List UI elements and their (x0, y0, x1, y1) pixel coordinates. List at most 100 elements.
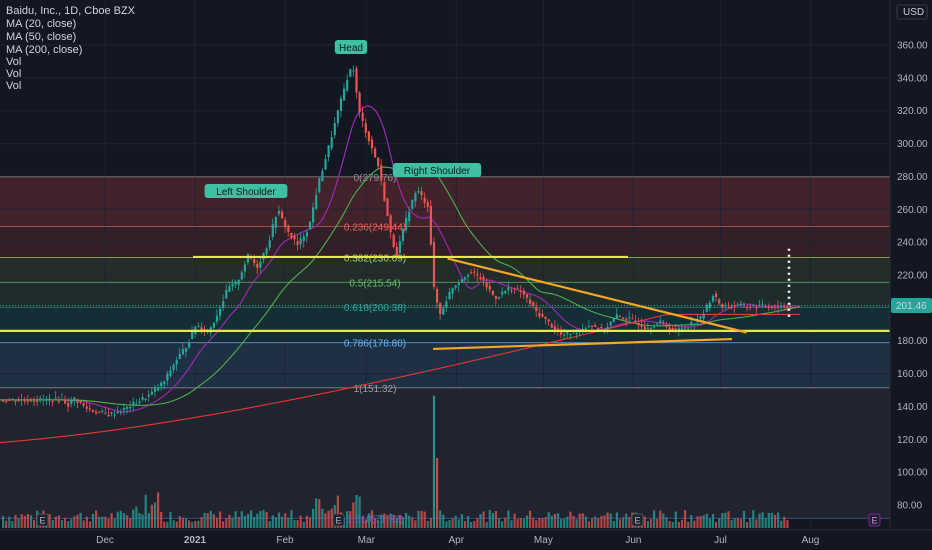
candle-body (42, 399, 45, 401)
volume-bar (271, 515, 274, 528)
volume-bar (392, 514, 395, 528)
candle-body (634, 320, 637, 322)
x-tick-label: May (534, 535, 553, 546)
wedge-upper-line[interactable] (447, 257, 747, 334)
candle-body (163, 381, 166, 385)
volume-bar (566, 516, 569, 528)
candle-body (73, 397, 76, 401)
earnings-icon[interactable]: E (36, 513, 49, 527)
candle-body (423, 197, 426, 203)
candle-body (95, 411, 98, 414)
volume-bar (643, 516, 646, 528)
volume-bar (736, 517, 739, 528)
candle-body (783, 306, 786, 308)
volume-bar (656, 519, 659, 528)
earnings-markers[interactable]: E E E E (36, 513, 881, 527)
volume-bar (411, 517, 414, 528)
candle-body (355, 68, 358, 93)
candle-body (284, 220, 287, 228)
trend-drawings[interactable] (0, 248, 890, 351)
volume-bar (110, 513, 113, 528)
candle-body (727, 306, 730, 308)
candle-body (110, 412, 113, 414)
candle-body (113, 414, 116, 416)
volume-bar (48, 513, 51, 528)
candle-body (175, 360, 178, 365)
currency-label: USD (903, 7, 924, 18)
candle-body (339, 98, 343, 111)
wedge-lower-line[interactable] (433, 337, 733, 351)
candle-body (699, 315, 702, 319)
candle-body (296, 240, 299, 245)
volume-bar (445, 521, 448, 528)
x-tick-label: Jul (714, 535, 727, 546)
fib-label: 0.5(215.54) (349, 278, 400, 289)
volume-bar (615, 512, 618, 528)
volume-bar (429, 517, 432, 528)
candle-body (625, 318, 628, 321)
volume-bar (417, 510, 420, 528)
volume-bar (352, 502, 355, 528)
volume-bar (293, 520, 296, 528)
volume-bar (138, 512, 141, 528)
candle-body (256, 263, 259, 268)
candle-body (547, 319, 550, 322)
volume-bar (197, 520, 200, 528)
volume-bar (8, 516, 11, 528)
volume-bar (653, 510, 656, 528)
candle-body (730, 306, 733, 308)
candle-body (160, 382, 163, 387)
volume-bar (780, 520, 783, 528)
currency-selector[interactable]: USD (896, 4, 928, 20)
last-price-tag: 201.46 (891, 297, 932, 313)
volume-bar (485, 521, 488, 528)
volume-bar (64, 517, 67, 528)
volume-bar (163, 521, 166, 528)
volume-bar (426, 520, 429, 528)
candle-body (327, 145, 330, 158)
volume-bar (594, 516, 597, 528)
volume-bar (504, 517, 507, 528)
volume-bar (324, 513, 327, 528)
volume-bar (696, 516, 699, 528)
candle-body (70, 399, 73, 404)
candle-body (85, 406, 88, 409)
volume-bar (460, 514, 463, 528)
volume-bar (649, 519, 653, 528)
volume-bar (746, 521, 749, 528)
volume-bar (33, 519, 36, 528)
candle-body (773, 306, 777, 308)
candle-body (2, 400, 5, 402)
indicator-ma200: MA (200, close) (6, 44, 82, 56)
volume-bar (147, 513, 150, 528)
callout-right-shoulder-label: Right Shoulder (404, 166, 471, 177)
volume-bar (761, 512, 764, 528)
volume-bar (550, 515, 553, 528)
volume-bar (181, 517, 184, 528)
time-axis[interactable] (0, 530, 932, 550)
candle-body (594, 325, 597, 328)
fib-zone (0, 342, 890, 388)
volume-bar (274, 517, 277, 528)
volume-bar (752, 510, 755, 528)
candle-body (746, 306, 749, 308)
earnings-icon[interactable]: E (332, 513, 345, 527)
volume-bar (467, 516, 470, 528)
candle-body (374, 148, 377, 158)
volume-bar (122, 513, 126, 528)
candle-body (770, 307, 773, 309)
y-tick-label: 280.00 (897, 172, 928, 183)
earnings-icon-future[interactable]: E (868, 513, 881, 527)
candle-body (560, 331, 563, 335)
volume-bar (119, 510, 122, 528)
volume-bar (708, 518, 711, 528)
candle-body (529, 299, 532, 304)
callout-head-box (334, 40, 368, 54)
earnings-icon[interactable]: E (631, 513, 644, 527)
candle-body (659, 320, 662, 323)
volume-bar (715, 521, 718, 528)
candle-body (14, 400, 17, 402)
volume-bar (581, 513, 584, 528)
price-axis[interactable] (890, 0, 932, 530)
